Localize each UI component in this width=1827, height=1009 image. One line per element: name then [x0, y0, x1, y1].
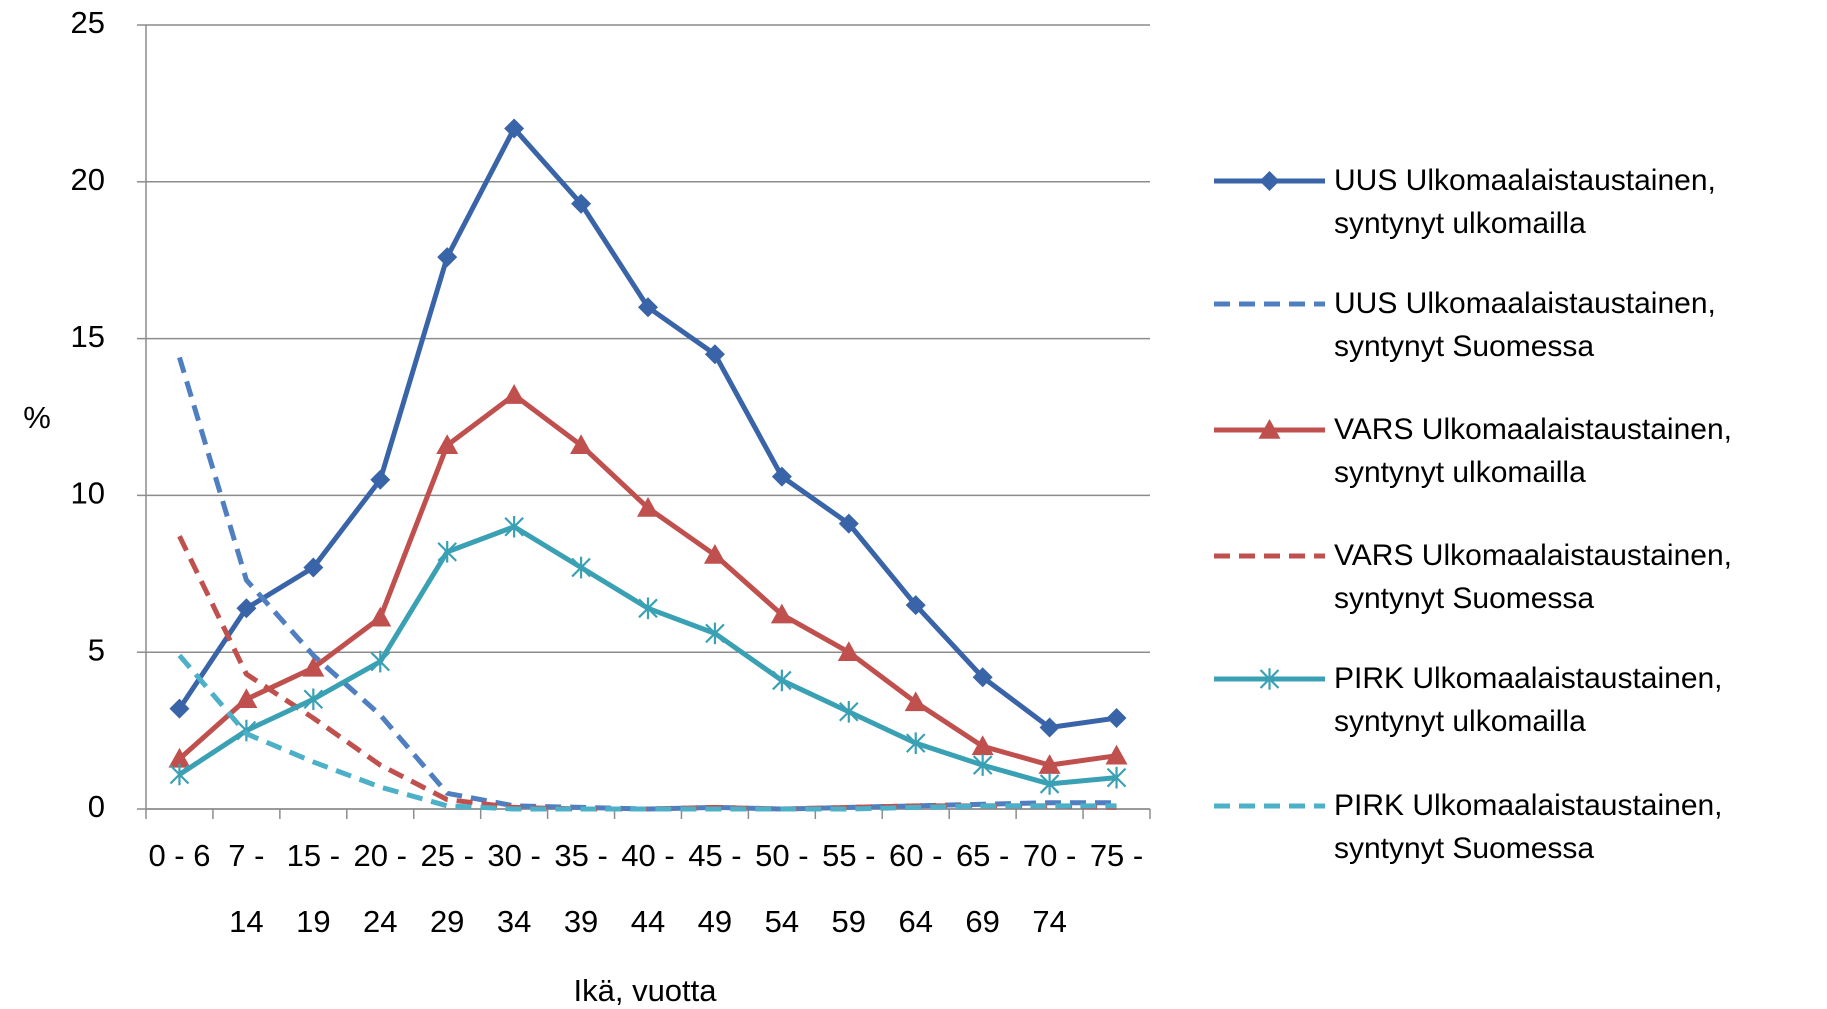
x-tick-label: 15 - 19 [286, 838, 341, 939]
marker [837, 641, 860, 661]
marker [637, 496, 659, 517]
x-tick-label: 7 - 14 [228, 838, 265, 939]
marker [1258, 419, 1281, 439]
series-line [177, 653, 1117, 812]
marker [904, 691, 927, 712]
x-tick-label: 0 - 6 [148, 838, 211, 873]
marker [1039, 717, 1060, 738]
x-tick-label: 45 - 49 [688, 838, 742, 939]
x-tick-label: 55 - 59 [822, 838, 876, 939]
y-tick-label: 20 [71, 162, 105, 197]
marker [437, 247, 458, 268]
marker [370, 650, 391, 673]
x-tick-label: 65 - 69 [955, 838, 1010, 939]
marker [504, 118, 525, 139]
y-axis-label: % [23, 400, 51, 435]
marker [905, 732, 926, 754]
marker [571, 556, 591, 579]
marker [1259, 668, 1280, 690]
marker [169, 763, 190, 786]
marker [905, 595, 926, 616]
marker [236, 598, 257, 619]
x-tick-label: 40 - 44 [621, 838, 675, 939]
marker [704, 344, 725, 365]
marker [638, 297, 658, 318]
legend-label: UUS Ulkomaalaistaustainen, syntynyt ulko… [1334, 164, 1716, 240]
marker [369, 606, 392, 627]
marker [839, 700, 859, 723]
legend-label: PIRK Ulkomaalaistaustainen, syntynyt Suo… [1334, 789, 1723, 865]
y-tick-label: 5 [88, 632, 105, 667]
marker [772, 669, 792, 692]
marker [504, 515, 524, 538]
marker [437, 541, 457, 563]
x-axis-label: Ikä, vuotta [573, 973, 717, 1008]
x-tick-label: 20 - 24 [353, 838, 407, 939]
y-tick-label: 15 [71, 319, 105, 354]
legend-label: PIRK Ulkomaalaistaustainen, syntynyt ulk… [1334, 662, 1723, 738]
x-tick-label: 50 - 54 [755, 838, 809, 939]
marker [1106, 708, 1127, 729]
marker [972, 667, 993, 688]
x-tick-label: 25 - 29 [420, 838, 474, 939]
marker [303, 688, 324, 711]
y-tick-label: 25 [71, 5, 105, 40]
legend-label: UUS Ulkomaalaistaustainen, syntynyt Suom… [1334, 287, 1716, 363]
marker [503, 384, 526, 404]
series-line [177, 392, 1117, 768]
marker [703, 543, 726, 564]
series-line [177, 125, 1117, 730]
marker [571, 193, 592, 214]
marker [705, 622, 725, 645]
marker [303, 557, 324, 578]
marker [169, 698, 190, 719]
marker [972, 754, 993, 776]
marker [1106, 766, 1127, 789]
marker [235, 688, 258, 709]
marker [770, 603, 793, 624]
y-tick-label: 10 [71, 476, 105, 511]
x-tick-label: 70 - 74 [1022, 838, 1077, 939]
marker [168, 747, 191, 768]
marker [436, 434, 459, 455]
marker [1259, 171, 1280, 191]
legend-label: VARS Ulkomaalaistaustainen, syntynyt ulk… [1334, 413, 1732, 489]
x-tick-label: 35 - 39 [554, 838, 608, 939]
x-tick-label: 60 - 64 [889, 838, 943, 939]
x-tick-label: 30 - 34 [487, 838, 541, 939]
marker [370, 469, 391, 490]
marker [638, 597, 658, 620]
marker [971, 735, 994, 756]
legend-label: VARS Ulkomaalaistaustainen, syntynyt Suo… [1334, 539, 1732, 615]
marker [1038, 754, 1061, 774]
marker [838, 513, 859, 534]
marker [570, 434, 593, 455]
marker [771, 466, 792, 487]
marker [1039, 773, 1060, 795]
marker [1105, 744, 1128, 765]
y-tick-label: 0 [88, 789, 105, 824]
x-tick-label: 75 - [1089, 838, 1144, 873]
marker [302, 656, 325, 677]
